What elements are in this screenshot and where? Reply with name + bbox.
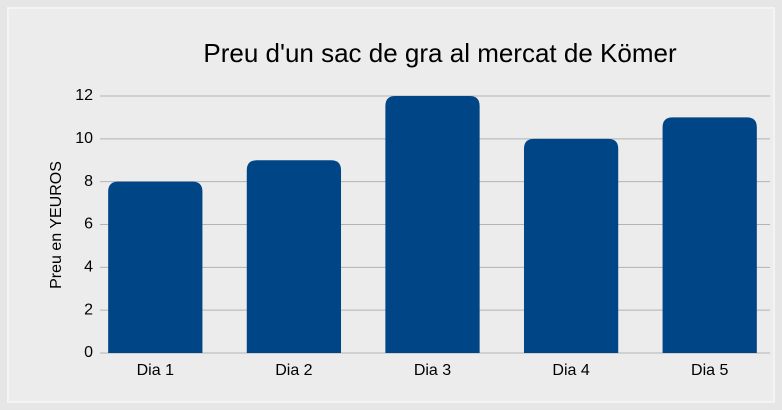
- y-tick-label: 4: [84, 259, 93, 276]
- bar: [662, 117, 757, 354]
- bar: [246, 160, 342, 353]
- x-tick-label: Dia 3: [414, 362, 451, 379]
- y-axis-label: Preu en YEUROS: [48, 161, 65, 289]
- y-tick-label: 10: [75, 130, 93, 147]
- y-tick-label: 6: [84, 216, 93, 233]
- y-tick-label: 8: [84, 173, 93, 190]
- y-tick-label: 2: [84, 301, 93, 318]
- bar: [108, 181, 203, 353]
- x-tick-label: Dia 2: [275, 362, 312, 379]
- x-tick-label: Dia 4: [552, 362, 589, 379]
- y-tick-label: 0: [84, 344, 93, 361]
- bar: [523, 138, 619, 353]
- x-tick-label: Dia 1: [137, 362, 174, 379]
- bar: [385, 96, 480, 353]
- chart-title: Preu d'un sac de gra al mercat de Kömer: [203, 38, 677, 68]
- y-tick-label: 12: [75, 87, 93, 104]
- x-tick-label: Dia 5: [691, 362, 728, 379]
